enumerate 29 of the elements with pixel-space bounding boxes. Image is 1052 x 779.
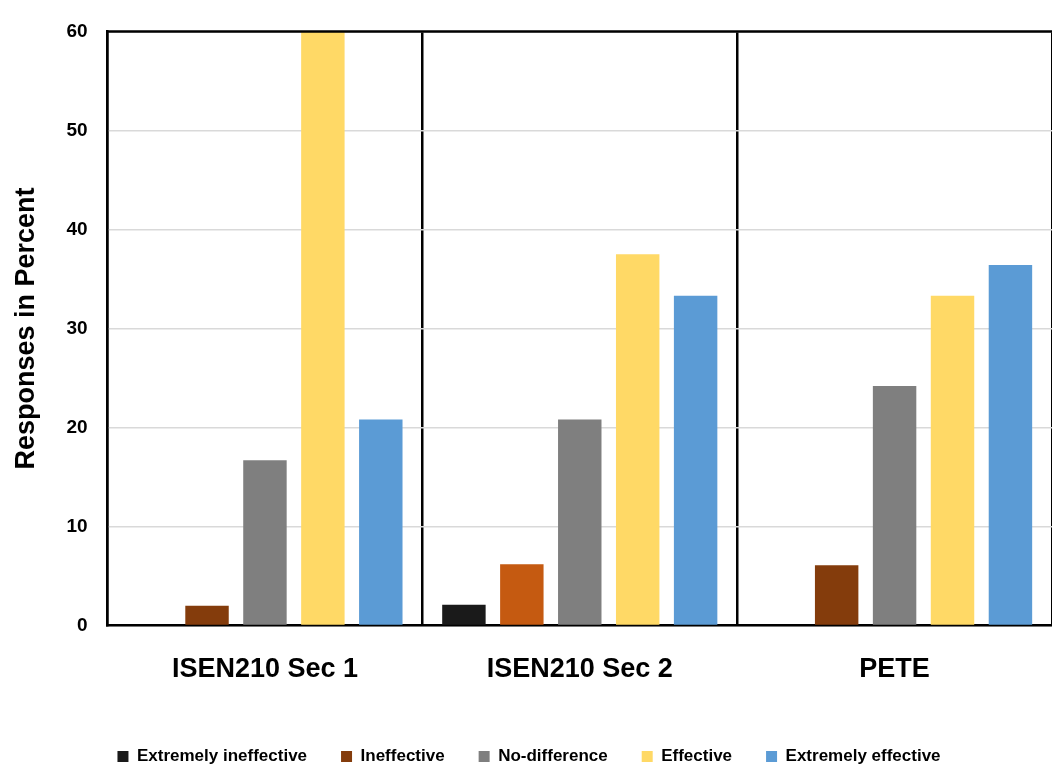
y-tick-label: 10 bbox=[66, 514, 88, 536]
bar bbox=[185, 605, 229, 625]
y-tick-label: 30 bbox=[66, 316, 88, 338]
bar bbox=[988, 265, 1033, 625]
bar bbox=[814, 565, 859, 625]
bar bbox=[442, 604, 486, 625]
y-tick-label: 60 bbox=[66, 19, 88, 41]
legend-label: No-difference bbox=[498, 746, 608, 766]
legend-label: Effective bbox=[661, 746, 733, 766]
bar bbox=[872, 385, 917, 625]
legend-label: Ineffective bbox=[360, 746, 445, 766]
legend-label: Extremely effective bbox=[785, 746, 941, 766]
y-tick-label: 0 bbox=[76, 613, 88, 635]
y-tick-label: 40 bbox=[66, 217, 88, 239]
x-tick-label: PETE bbox=[859, 653, 930, 684]
bar bbox=[500, 564, 544, 625]
legend-label: Extremely ineffective bbox=[136, 746, 308, 766]
y-axis-title: Responses in Percent bbox=[9, 187, 40, 470]
bar bbox=[359, 419, 403, 625]
y-tick-label: 50 bbox=[66, 118, 88, 140]
bar bbox=[243, 460, 287, 625]
bar bbox=[673, 295, 718, 625]
bar bbox=[558, 419, 602, 625]
bar bbox=[930, 295, 975, 625]
x-tick-label: ISEN210 Sec 2 bbox=[486, 653, 673, 684]
bar bbox=[301, 31, 345, 625]
bar bbox=[615, 254, 660, 625]
y-tick-label: 20 bbox=[66, 415, 88, 437]
x-tick-label: ISEN210 Sec 1 bbox=[171, 653, 359, 684]
